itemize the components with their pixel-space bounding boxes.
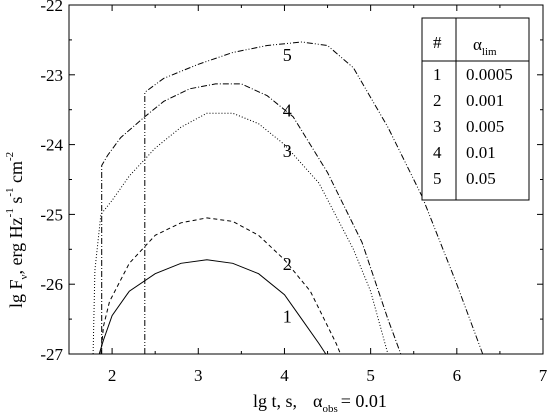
legend-header-index: # xyxy=(433,33,442,52)
curve-labels: 1 2 3 4 5 xyxy=(283,45,292,327)
curve-label-5: 5 xyxy=(283,45,292,65)
y-tick-label: -22 xyxy=(40,0,63,15)
legend-row-index: 3 xyxy=(433,117,442,136)
legend-header-alpha: αlim xyxy=(473,35,497,58)
series-line-2 xyxy=(100,217,341,355)
curve-label-4: 4 xyxy=(283,101,292,121)
y-label-b: , erg Hz xyxy=(6,217,26,274)
curve-label-2: 2 xyxy=(283,254,292,274)
y-label-a-subscript: ν xyxy=(18,274,30,279)
legend-row-index: 4 xyxy=(433,143,442,162)
legend-row-alpha: 0.01 xyxy=(466,143,496,162)
y-label-exp2: -1 xyxy=(4,187,16,196)
legend-row-alpha: 0.0005 xyxy=(466,65,513,84)
y-label-exp3: -2 xyxy=(4,152,16,161)
series-line-3 xyxy=(92,112,389,355)
curve-label-3: 3 xyxy=(283,141,292,161)
y-label-exp1: -1 xyxy=(4,208,16,217)
series-line-1 xyxy=(98,259,327,355)
x-axis-ticks: 2 3 4 5 6 7 xyxy=(68,5,548,385)
legend-header-alpha-symbol: α xyxy=(473,35,482,54)
legend-frame xyxy=(421,17,530,201)
x-tick-label: 7 xyxy=(539,366,548,385)
x-tick-label: 4 xyxy=(280,366,289,385)
y-label-a: lg F xyxy=(6,279,26,308)
y-tick-label: -24 xyxy=(40,136,63,155)
y-axis-ticks: -27 -26 -25 -24 -23 -22 xyxy=(40,0,543,364)
x-tick-label: 2 xyxy=(108,366,117,385)
y-label-d: cm xyxy=(6,161,26,188)
x-label-alpha-subscript: obs xyxy=(322,403,337,415)
x-axis-label: lg t, s, αobs = 0.01 xyxy=(253,391,387,415)
legend-rows: 1 0.0005 2 0.001 3 0.005 4 0.01 5 0.05 xyxy=(433,65,513,188)
legend-row-alpha: 0.001 xyxy=(466,91,504,110)
series-line-4 xyxy=(101,83,402,355)
legend-header-alpha-subscript: lim xyxy=(482,46,497,58)
x-label-alpha: α xyxy=(313,391,323,411)
legend-row-alpha: 0.05 xyxy=(466,169,496,188)
x-tick-label: 3 xyxy=(194,366,203,385)
curve-label-1: 1 xyxy=(283,307,292,327)
legend-table: # αlim 1 0.0005 2 0.001 3 0.005 4 0.01 5 0.05 xyxy=(421,17,530,201)
x-tick-label: 5 xyxy=(366,366,375,385)
y-tick-label: -23 xyxy=(40,66,63,85)
legend-row-index: 5 xyxy=(433,169,442,188)
x-label-main: lg t, s, xyxy=(253,391,297,411)
legend-row-index: 1 xyxy=(433,65,442,84)
y-tick-label: -25 xyxy=(40,205,63,224)
legend-row-alpha: 0.005 xyxy=(466,117,504,136)
legend-row-index: 2 xyxy=(433,91,442,110)
x-label-value: = 0.01 xyxy=(341,391,387,411)
x-tick-label: 6 xyxy=(453,366,462,385)
y-axis-label: lg Fν, erg Hz-1 s-1 cm-2 xyxy=(4,152,30,308)
y-tick-label: -27 xyxy=(40,345,63,364)
y-tick-label: -26 xyxy=(40,275,63,294)
y-label-c: s xyxy=(6,197,26,209)
